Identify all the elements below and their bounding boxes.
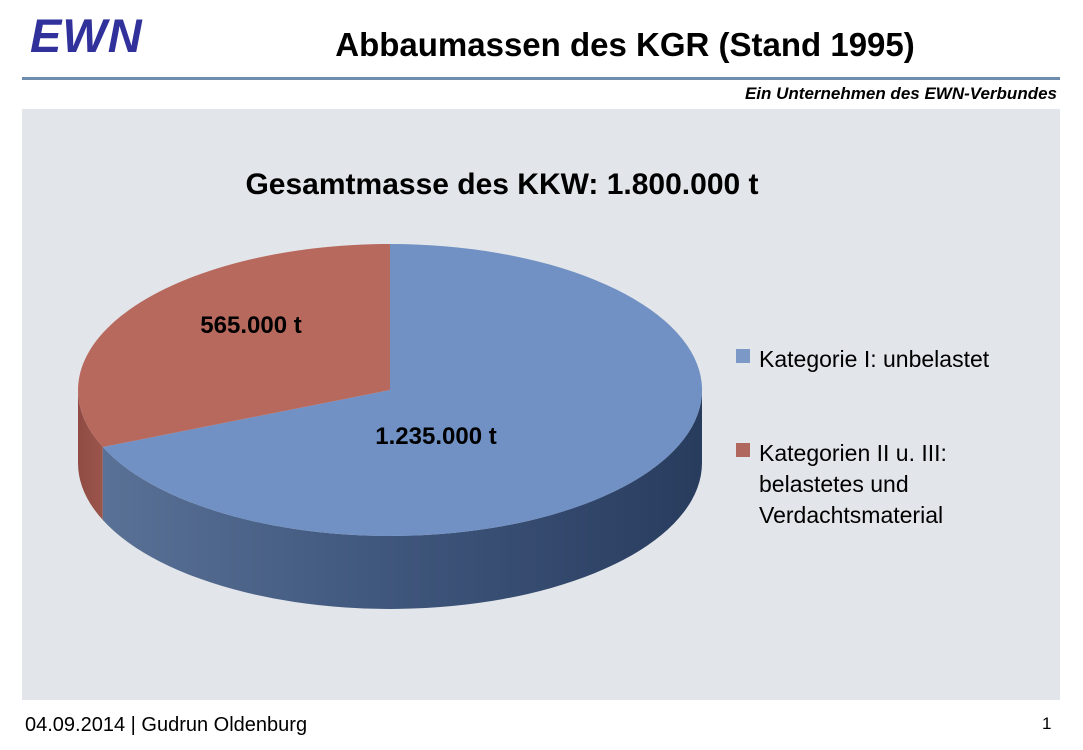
pie-side-kategorie-1	[102, 390, 703, 609]
chart-title: Gesamtmasse des KKW: 1.800.000 t	[245, 168, 759, 201]
legend-item-kategorie-2: Kategorien II u. III: belastetes und Ver…	[736, 438, 1021, 531]
data-label-kategorie-1: 1.235.000 t	[375, 423, 497, 450]
pie-side-kategorie-2	[78, 390, 103, 520]
legend-swatch-red-icon	[736, 443, 750, 457]
slide-title: Abbaumassen des KGR (Stand 1995)	[335, 26, 915, 63]
header-subtitle: Ein Unternehmen des EWN-Verbundes	[744, 84, 1057, 103]
header-divider	[22, 77, 1060, 80]
ewn-logo: EWN	[30, 9, 143, 62]
legend-swatch-blue-icon	[736, 349, 750, 363]
data-label-kategorie-2: 565.000 t	[200, 312, 302, 339]
legend-label-kategorie-2: Kategorien II u. III: belastetes und Ver…	[759, 440, 947, 528]
footer-author-date: 04.09.2014 | Gudrun Oldenburg	[25, 714, 308, 736]
pie-slice-kategorie-2	[78, 244, 390, 447]
legend-label-kategorie-1: Kategorie I: unbelastet	[759, 346, 990, 372]
pie-slice-kategorie-1	[102, 244, 703, 536]
page-number: 1	[1042, 714, 1052, 733]
legend-item-kategorie-1: Kategorie I: unbelastet	[736, 344, 989, 375]
